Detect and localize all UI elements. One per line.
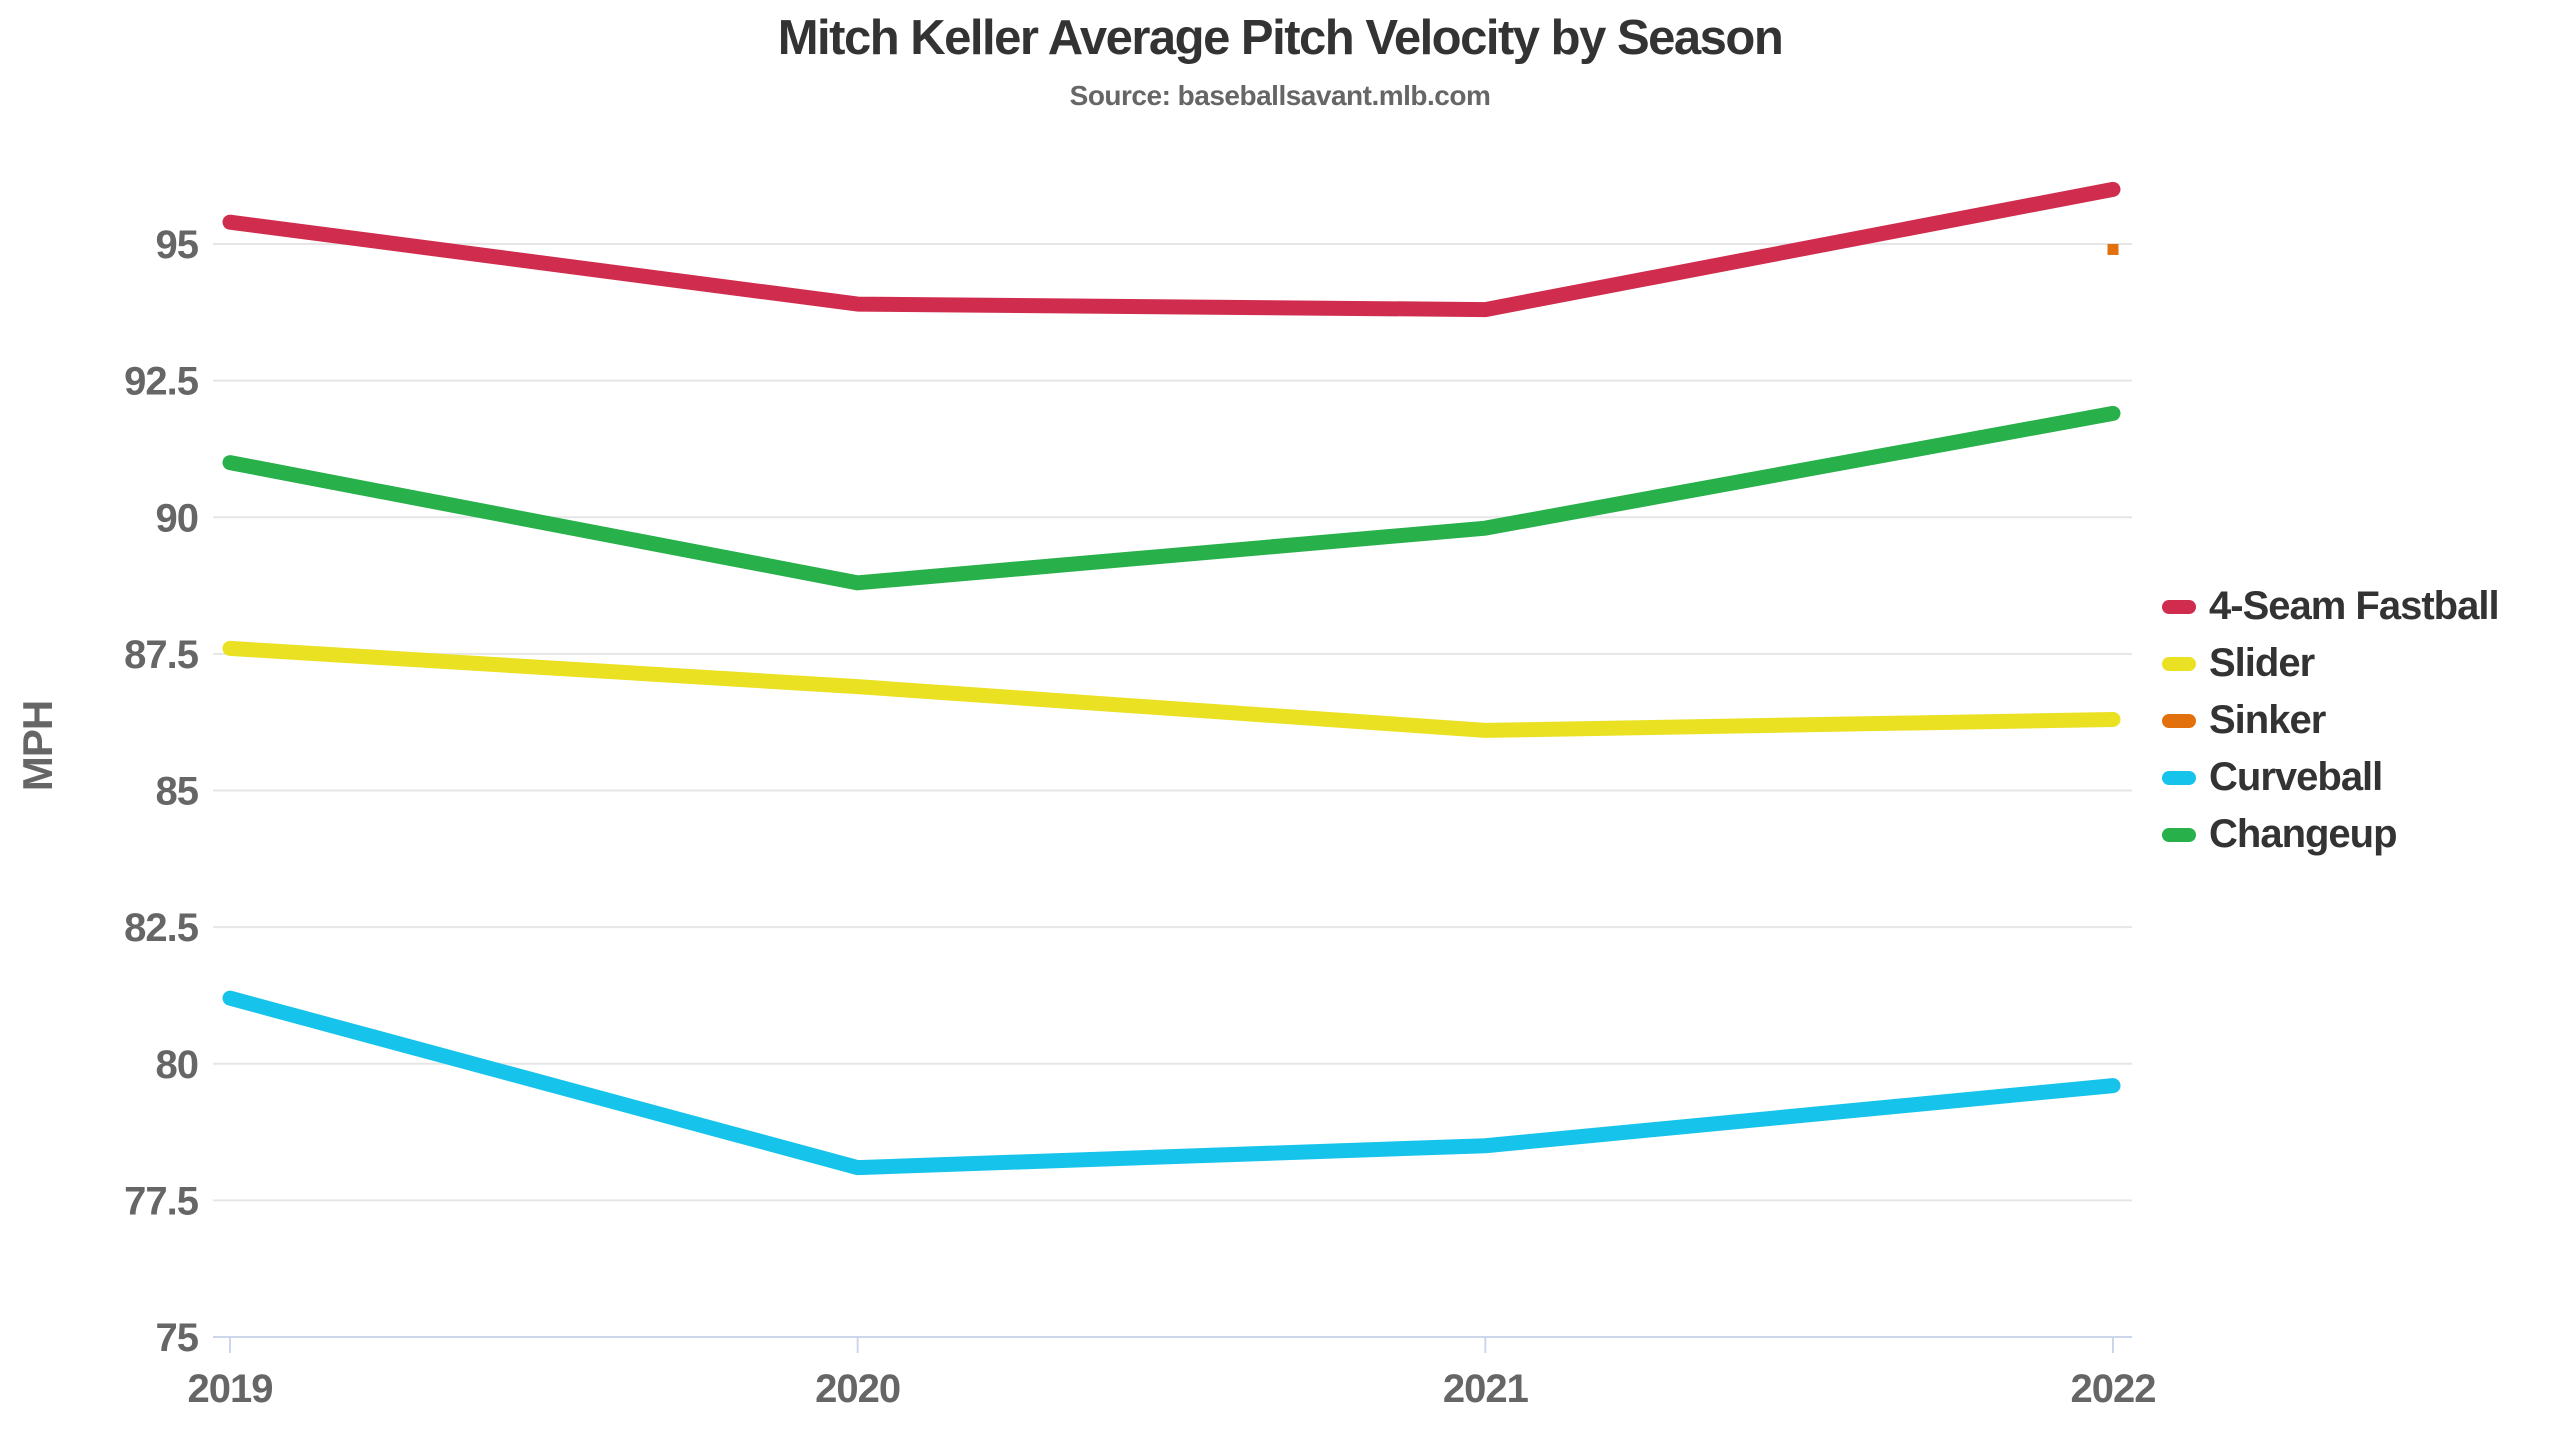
series-line-4-seam-fastball: [222, 181, 2121, 318]
x-tick-label: 2020: [815, 1367, 900, 1411]
x-tick-label: 2022: [2071, 1367, 2156, 1411]
legend-swatch-icon: [2162, 770, 2196, 785]
legend-item-label: Sinker: [2209, 698, 2326, 742]
legend-item-curveball[interactable]: Curveball: [2162, 749, 2499, 806]
chart-title: Mitch Keller Average Pitch Velocity by S…: [777, 11, 1784, 65]
legend-swatch-icon: [2162, 713, 2196, 728]
y-tick-label: 82.5: [124, 906, 199, 950]
legend-swatch-icon: [2162, 827, 2196, 842]
x-tick-label: 2021: [1443, 1367, 1529, 1411]
y-tick-label: 77.5: [124, 1179, 199, 1223]
legend-item-slider[interactable]: Slider: [2162, 635, 2499, 692]
series-point-sinker: [2107, 243, 2119, 255]
legend-item-sinker[interactable]: Sinker: [2162, 692, 2499, 749]
y-tick-label: 87.5: [124, 633, 199, 677]
y-tick-label: 80: [156, 1043, 199, 1087]
chart-subtitle: Source: baseballsavant.mlb.com: [1069, 80, 1491, 111]
series-line-changeup: [222, 405, 2121, 591]
y-tick-label: 75: [156, 1316, 199, 1360]
y-tick-label: 92.5: [124, 360, 199, 404]
legend-item-label: Curveball: [2209, 755, 2383, 799]
legend-item-label: 4-Seam Fastball: [2209, 584, 2500, 628]
legend: 4-Seam Fastball Slider Sinker Curveball …: [2162, 578, 2500, 863]
legend-swatch-icon: [2162, 656, 2196, 671]
y-tick-label: 90: [156, 496, 199, 540]
y-tick-label: 95: [156, 223, 199, 267]
legend-item-label: Slider: [2209, 641, 2315, 685]
legend-item-label: Changeup: [2209, 812, 2398, 856]
legend-item-4-seam-fastball[interactable]: 4-Seam Fastball: [2162, 578, 2500, 635]
y-axis-title: MPH: [14, 700, 61, 792]
legend-item-changeup[interactable]: Changeup: [2162, 806, 2499, 863]
y-tick-label: 85: [156, 770, 199, 814]
series-line-curveball: [222, 990, 2121, 1176]
x-tick-label: 2019: [188, 1367, 273, 1411]
series-line-slider: [222, 640, 2121, 738]
legend-swatch-icon: [2162, 599, 2196, 614]
